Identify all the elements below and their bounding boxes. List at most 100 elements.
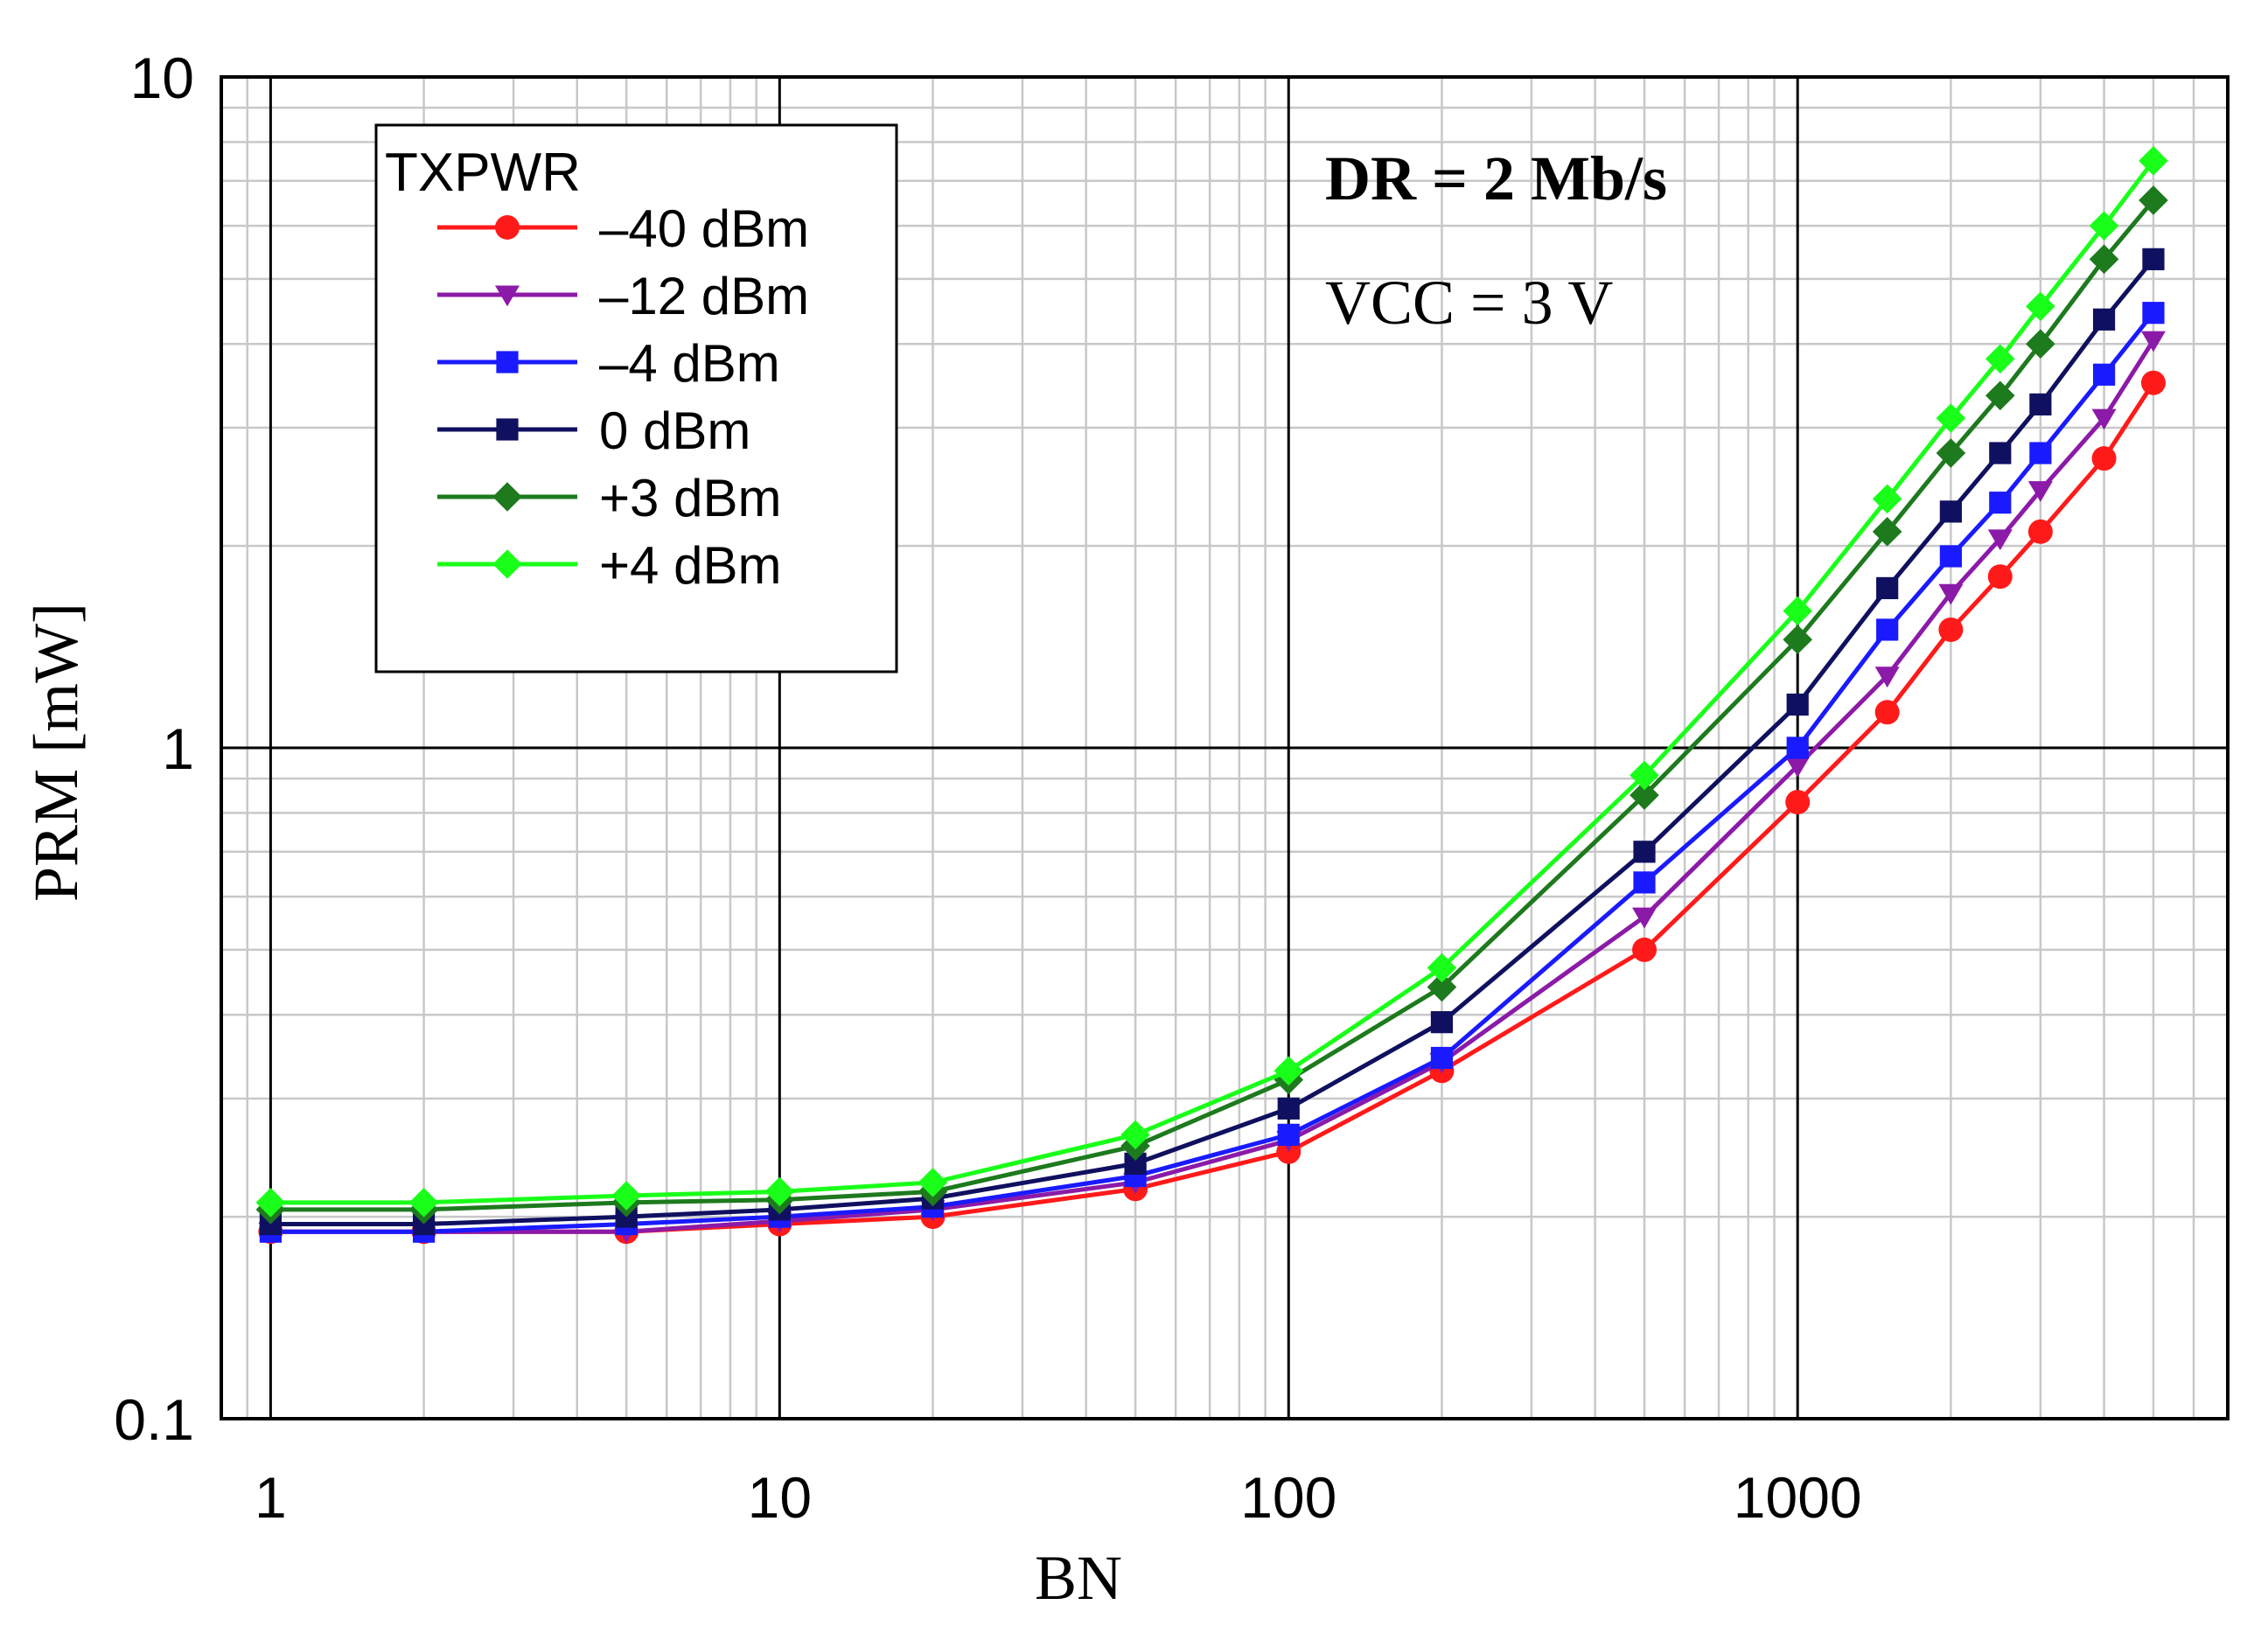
legend-swatch-marker xyxy=(492,549,522,579)
x-tick-label: 10 xyxy=(748,1465,812,1530)
data-point xyxy=(1874,666,1900,688)
series-3 xyxy=(259,248,2165,1236)
x-axis-label: BN xyxy=(1035,1543,1122,1613)
data-point xyxy=(1939,500,1962,523)
legend-item: 0 dBm xyxy=(437,401,750,460)
annotation-vcc: VCC = 3 V xyxy=(1325,268,1613,338)
data-point xyxy=(2027,481,2053,502)
data-point xyxy=(1936,438,1966,468)
data-point xyxy=(1876,618,1899,641)
data-point xyxy=(1987,564,2013,590)
data-point xyxy=(2026,291,2055,322)
x-tick-label: 1 xyxy=(255,1465,287,1530)
data-point xyxy=(2139,146,2168,176)
legend-label: –40 dBm xyxy=(599,199,809,258)
legend-swatch-marker xyxy=(495,215,520,240)
annotation-data-rate: DR = 2 Mb/s xyxy=(1325,143,1667,213)
data-point xyxy=(1632,907,1657,929)
legend-box xyxy=(374,123,898,673)
data-point xyxy=(1274,1056,1304,1086)
series-5 xyxy=(255,146,2168,1218)
legend-swatch-marker xyxy=(495,285,520,307)
y-tick-labels: 0.1 1 10 xyxy=(114,45,194,1452)
plot-frame xyxy=(220,75,2230,1420)
x-tick-labels: 1 10 100 1000 xyxy=(255,1465,1862,1530)
x-tick-label: 1000 xyxy=(1734,1465,1862,1530)
data-point xyxy=(2091,446,2117,471)
data-point xyxy=(1872,517,1902,547)
data-point xyxy=(2092,363,2116,386)
data-point xyxy=(2140,370,2166,395)
data-point xyxy=(2142,302,2165,325)
data-point xyxy=(1633,871,1656,894)
data-point xyxy=(611,1181,641,1211)
data-point xyxy=(1786,693,1809,716)
data-point xyxy=(1120,1120,1150,1150)
legend-swatch-marker xyxy=(496,351,519,373)
data-point xyxy=(2140,331,2166,352)
series-layer xyxy=(255,146,2168,1245)
data-point xyxy=(2089,244,2119,275)
series-line xyxy=(270,338,2156,1234)
data-point xyxy=(1786,736,1809,759)
data-point xyxy=(1874,700,1900,725)
data-point xyxy=(1277,1123,1300,1146)
data-point xyxy=(1430,1046,1454,1070)
data-point xyxy=(918,1168,948,1197)
data-point xyxy=(1938,617,1964,642)
legend-label: +3 dBm xyxy=(599,469,781,527)
legend-item: +4 dBm xyxy=(437,536,781,595)
legend-label: –12 dBm xyxy=(599,267,809,325)
data-point xyxy=(2139,185,2168,215)
data-point xyxy=(1783,596,1813,626)
data-point xyxy=(2029,393,2052,415)
data-point xyxy=(1783,625,1813,655)
data-point xyxy=(408,1188,439,1218)
data-point xyxy=(2029,442,2052,464)
data-point xyxy=(1936,403,1966,433)
data-point xyxy=(1938,583,1964,605)
data-point xyxy=(1876,576,1899,600)
series-line xyxy=(270,159,2155,1205)
data-point xyxy=(1430,1011,1454,1034)
data-point xyxy=(1629,780,1659,810)
x-tick-label: 100 xyxy=(1240,1465,1336,1530)
legend: TXPWR –40 dBm –12 dBm –4 dBm 0 dBm +3 dBm +4 … xyxy=(374,123,898,673)
data-point xyxy=(2091,408,2117,430)
data-point xyxy=(2027,519,2053,544)
data-point xyxy=(1939,545,1962,568)
y-tick-label: 1 xyxy=(162,716,194,781)
data-point xyxy=(1785,757,1811,778)
data-point xyxy=(1989,492,2012,514)
legend-swatch-marker xyxy=(492,482,522,512)
data-point xyxy=(1427,953,1457,983)
data-point xyxy=(2026,329,2055,359)
series-line xyxy=(270,257,2155,1227)
series-line xyxy=(270,199,2155,1212)
legend-label: 0 dBm xyxy=(599,401,750,460)
data-point xyxy=(764,1176,795,1207)
legend-item: +3 dBm xyxy=(437,469,781,527)
data-point xyxy=(1985,344,2015,374)
data-point xyxy=(1277,1097,1300,1120)
legend-items: –40 dBm –12 dBm –4 dBm 0 dBm +3 dBm +4 dBm xyxy=(437,199,809,595)
y-tick-label: 10 xyxy=(130,45,194,110)
series-line xyxy=(270,311,2155,1234)
data-point xyxy=(1872,484,1902,514)
data-point xyxy=(2089,211,2119,241)
data-point xyxy=(1632,937,1657,962)
data-point xyxy=(1785,790,1811,815)
data-point xyxy=(1985,380,2015,411)
data-point xyxy=(255,1188,286,1218)
data-point xyxy=(2092,308,2116,331)
y-axis-label: PRM [mW] xyxy=(21,603,91,902)
data-point xyxy=(1989,442,2012,464)
data-point xyxy=(1427,972,1457,1002)
data-point xyxy=(2142,248,2165,270)
data-point xyxy=(1629,760,1659,791)
legend-label: –4 dBm xyxy=(599,334,780,393)
legend-item: –12 dBm xyxy=(437,267,809,325)
legend-swatch-marker xyxy=(496,418,519,441)
